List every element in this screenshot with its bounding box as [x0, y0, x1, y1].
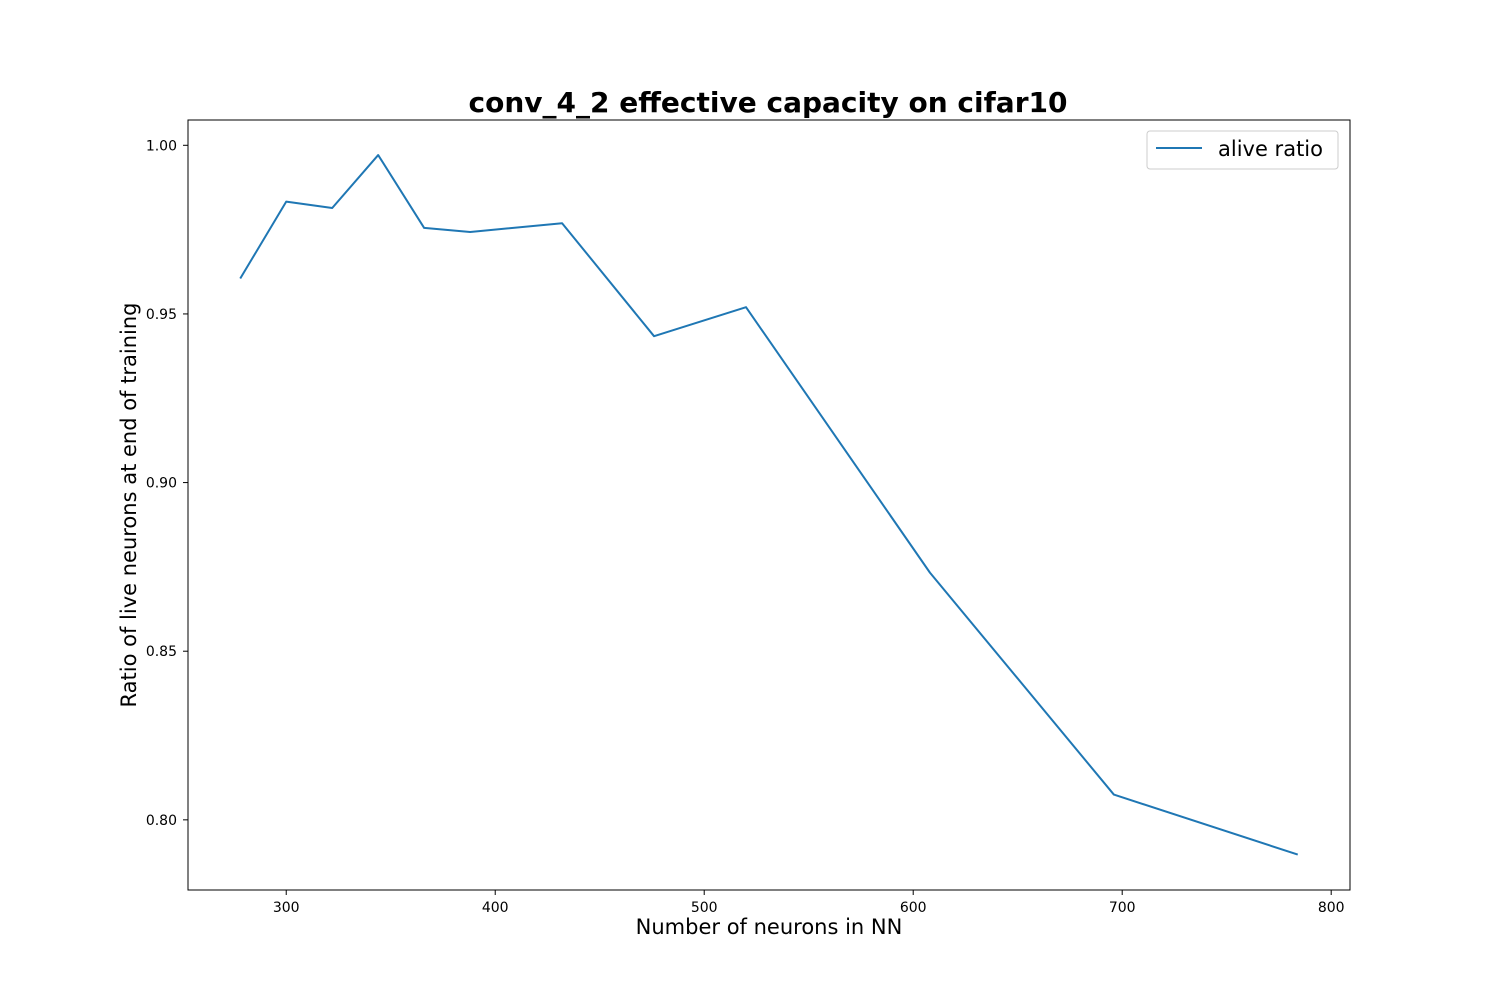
x-axis-ticks: 300 400 500 600 700 800 — [273, 890, 1345, 916]
y-tick-label: 1.00 — [146, 138, 177, 154]
x-axis-label: Number of neurons in NN — [636, 915, 903, 939]
y-axis-ticks: 0.80 0.85 0.90 0.95 1.00 — [146, 138, 188, 829]
legend-box — [1146, 130, 1339, 170]
x-tick-label: 400 — [482, 900, 509, 916]
y-tick-label: 0.95 — [146, 307, 177, 323]
plot-frame — [187, 119, 1351, 891]
y-axis-label: Ratio of live neurons at end of training — [117, 303, 141, 708]
series-layer — [239, 154, 1299, 856]
y-tick-label: 0.80 — [146, 813, 177, 829]
legend-label-alive-ratio: alive ratio — [1218, 137, 1323, 161]
x-tick-label: 800 — [1318, 900, 1345, 916]
legend: alive ratio — [1146, 130, 1339, 170]
y-tick-label: 0.85 — [146, 644, 177, 660]
x-tick-label: 500 — [691, 900, 718, 916]
x-tick-label: 600 — [900, 900, 927, 916]
chart-title: conv_4_2 effective capacity on cifar10 — [469, 86, 1068, 119]
series-line-alive-ratio — [239, 154, 1299, 856]
plot-area — [188, 120, 1350, 890]
x-tick-label: 700 — [1109, 900, 1136, 916]
y-tick-label: 0.90 — [146, 476, 177, 492]
x-tick-label: 300 — [273, 900, 300, 916]
